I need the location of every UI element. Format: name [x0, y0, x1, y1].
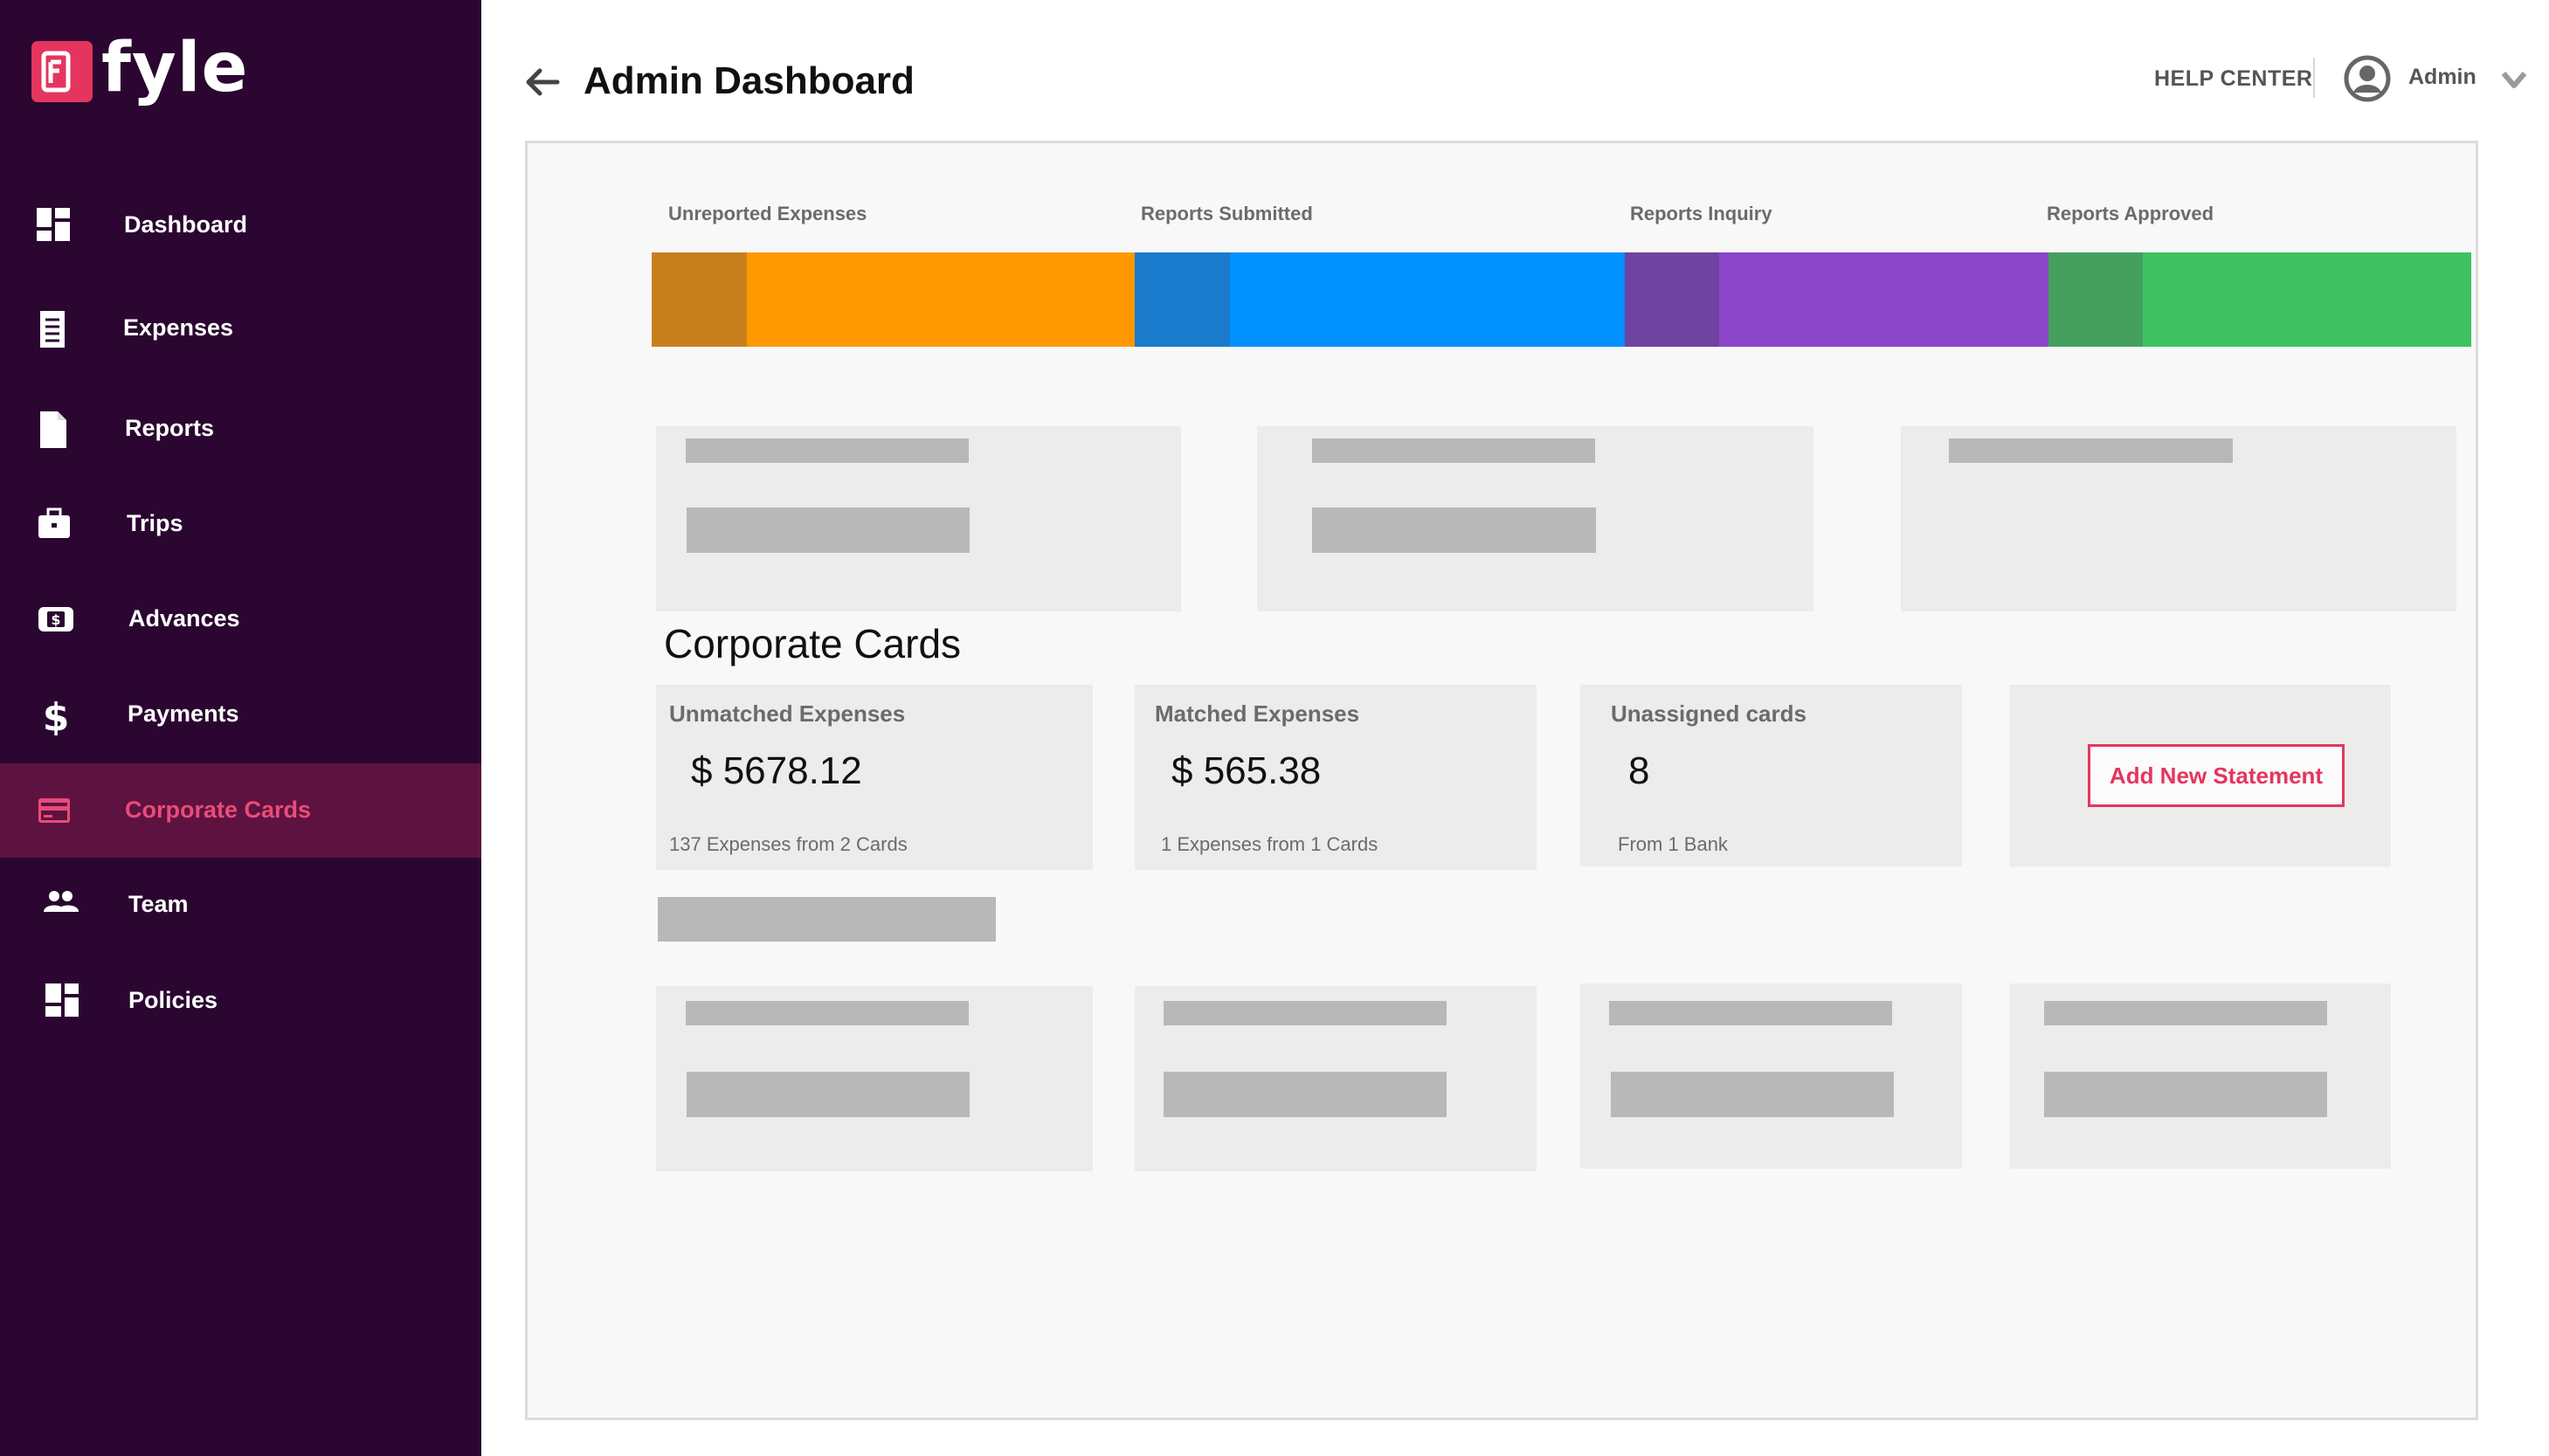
cash-icon: $	[37, 602, 73, 637]
sidebar-item-label: Payments	[128, 700, 239, 727]
loading-card	[656, 986, 1093, 1171]
sidebar-item-trips[interactable]: Trips	[0, 477, 481, 571]
sidebar-item-label: Advances	[128, 605, 240, 631]
loading-card	[1257, 426, 1813, 611]
card-value: 8	[1628, 749, 1650, 792]
stage-submitted-segment[interactable]	[1230, 252, 1625, 347]
chevron-down-icon[interactable]	[2500, 68, 2528, 93]
add-new-statement-button[interactable]: Add New Statement	[2088, 744, 2345, 807]
sidebar-item-team[interactable]: Team	[0, 858, 481, 952]
loading-placeholder	[1949, 438, 2233, 463]
stage-inquiry-segment[interactable]	[1719, 252, 2048, 347]
sidebar-item-label: Trips	[127, 510, 183, 536]
svg-text:$: $	[43, 697, 70, 735]
sidebar-item-label: Reports	[125, 415, 215, 441]
stage-label-approved: Reports Approved	[2047, 203, 2214, 224]
loading-placeholder	[687, 1072, 970, 1117]
sidebar-item-reports[interactable]: Reports	[0, 382, 481, 476]
svg-text:$: $	[51, 611, 60, 628]
sidebar-item-label: Dashboard	[124, 211, 248, 238]
stage-inquiry-count-segment[interactable]	[1625, 252, 1719, 347]
logo-wordmark: fyle	[101, 29, 249, 107]
dollar-icon: $	[37, 695, 72, 740]
card-subtitle: From 1 Bank	[1618, 833, 1728, 855]
header-divider	[2313, 58, 2315, 98]
document-icon	[37, 411, 72, 448]
stage-label-inquiry: Reports Inquiry	[1630, 203, 1772, 224]
loading-card	[1580, 983, 1962, 1169]
card-title: Unmatched Expenses	[669, 700, 906, 727]
section-title-corporate-cards: Corporate Cards	[664, 621, 962, 666]
loading-placeholder	[686, 438, 969, 463]
briefcase-icon	[37, 507, 72, 542]
card-value: $ 565.38	[1171, 749, 1322, 792]
matched-expenses-card[interactable]: Matched Expenses $ 565.38 1 Expenses fro…	[1135, 685, 1537, 870]
loading-placeholder	[658, 897, 996, 942]
stage-unreported-segment[interactable]	[747, 252, 1135, 347]
sidebar-item-payments[interactable]: $ Payments	[0, 667, 481, 762]
loading-card	[656, 426, 1181, 611]
sidebar-item-dashboard[interactable]: Dashboard	[0, 178, 481, 273]
sidebar-item-policies[interactable]: Policies	[0, 954, 481, 1048]
loading-placeholder	[1164, 1072, 1447, 1117]
back-arrow-icon[interactable]	[522, 63, 561, 101]
loading-placeholder	[1609, 1001, 1892, 1025]
sidebar-item-corporate-cards[interactable]: Corporate Cards	[0, 763, 481, 858]
loading-placeholder	[686, 1001, 969, 1025]
card-subtitle: 1 Expenses from 1 Cards	[1161, 833, 1378, 855]
loading-placeholder	[2044, 1072, 2327, 1117]
loading-card	[1135, 986, 1537, 1171]
sidebar-item-label: Team	[128, 891, 189, 917]
card-title: Unassigned cards	[1611, 700, 1806, 727]
credit-card-icon	[37, 793, 72, 828]
policies-icon	[45, 983, 80, 1018]
unmatched-expenses-card[interactable]: Unmatched Expenses $ 5678.12 137 Expense…	[656, 685, 1093, 870]
loading-placeholder	[1312, 507, 1596, 553]
loading-placeholder	[687, 507, 970, 553]
dashboard-icon	[37, 208, 72, 243]
loading-placeholder	[1312, 438, 1595, 463]
sidebar-item-label: Policies	[128, 987, 218, 1013]
stage-submitted-count-segment[interactable]	[1135, 252, 1230, 347]
loading-placeholder	[1164, 1001, 1447, 1025]
page-title: Admin Dashboard	[584, 59, 915, 102]
sidebar-item-expenses[interactable]: Expenses	[0, 281, 481, 376]
fyle-logo[interactable]: fyle	[31, 33, 248, 107]
stage-unreported-count-segment[interactable]	[652, 252, 747, 347]
loading-placeholder	[2044, 1001, 2327, 1025]
people-icon	[42, 887, 79, 922]
card-value: $ 5678.12	[691, 749, 862, 792]
loading-card	[2009, 983, 2391, 1169]
loading-card	[1901, 426, 2456, 611]
stage-label-submitted: Reports Submitted	[1141, 203, 1313, 224]
stage-approved-segment[interactable]	[2143, 252, 2471, 347]
user-name[interactable]: Admin	[2408, 65, 2476, 89]
unassigned-cards-card[interactable]: Unassigned cards 8 From 1 Bank	[1580, 685, 1962, 866]
sidebar: fyle Dashboard Expenses Reports Trips $ …	[0, 0, 481, 1456]
sidebar-item-label: Expenses	[123, 314, 234, 341]
sidebar-item-label: Corporate Cards	[125, 797, 312, 823]
receipt-icon	[37, 311, 72, 348]
logo-mark-icon	[31, 41, 93, 102]
sidebar-item-advances[interactable]: $ Advances	[0, 572, 481, 666]
loading-placeholder	[1611, 1072, 1894, 1117]
card-subtitle: 137 Expenses from 2 Cards	[669, 833, 908, 855]
help-center-link[interactable]: HELP CENTER	[2154, 66, 2313, 91]
card-title: Matched Expenses	[1155, 700, 1360, 727]
user-avatar-icon[interactable]	[2344, 55, 2391, 102]
stage-approved-count-segment[interactable]	[2048, 252, 2143, 347]
stage-label-unreported: Unreported Expenses	[668, 203, 867, 224]
